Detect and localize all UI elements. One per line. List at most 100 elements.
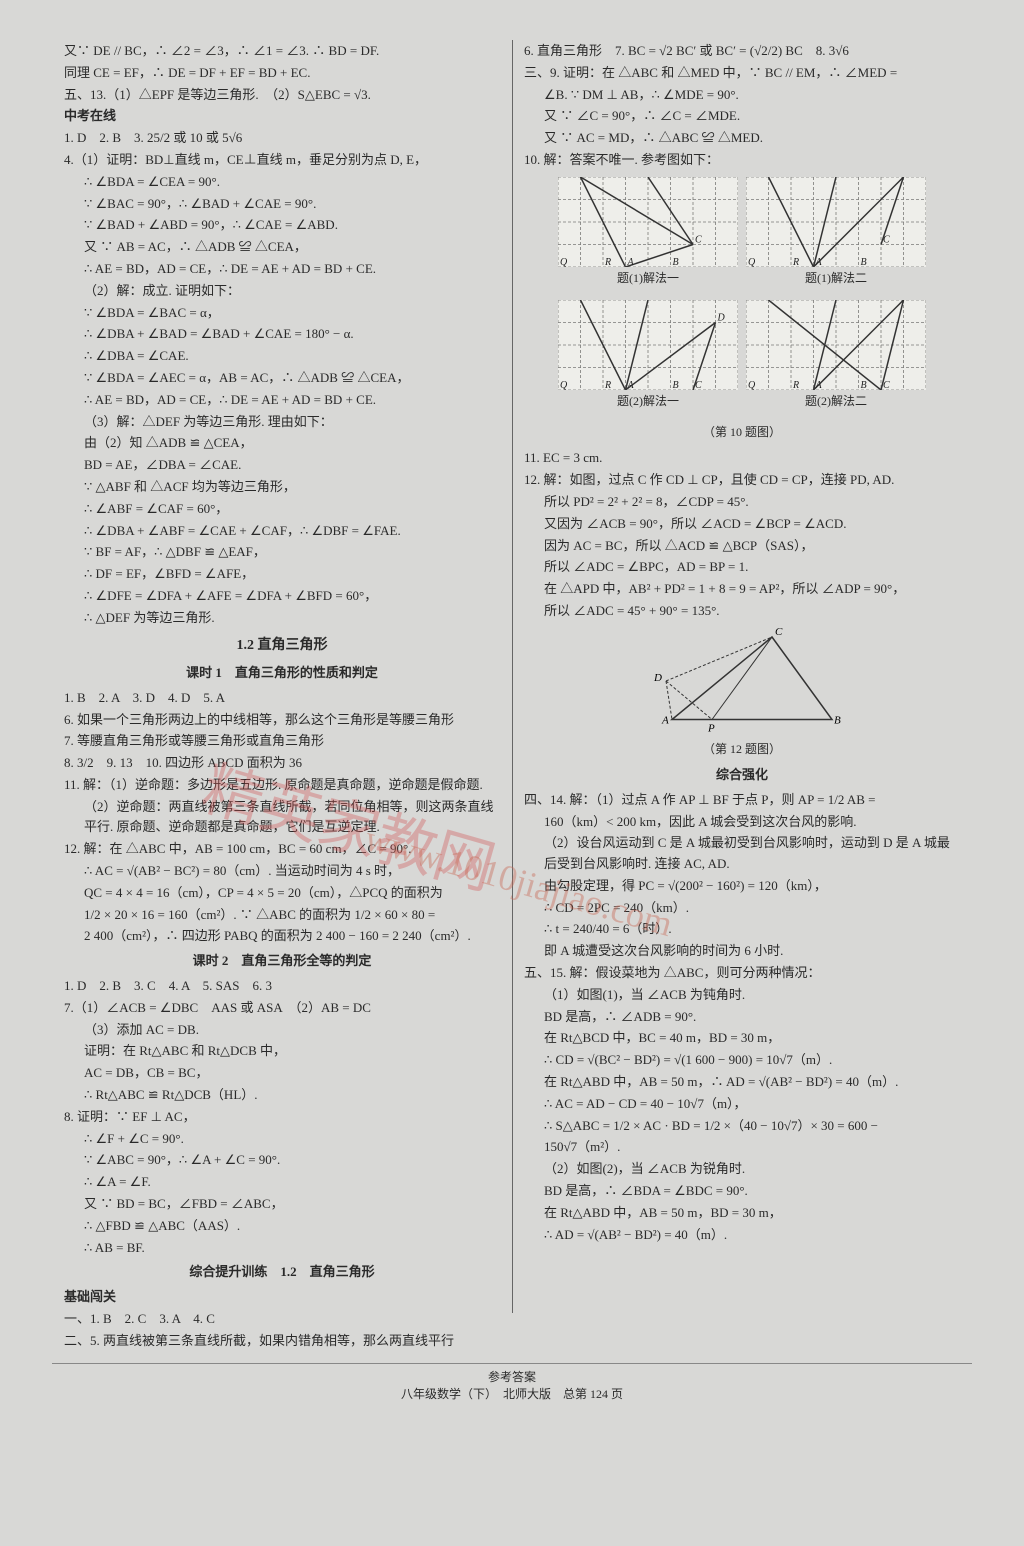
svg-text:Q: Q (560, 380, 568, 390)
svg-text:P: P (707, 722, 715, 734)
text-line: 即 A 城遭受这次台风影响的时间为 6 小时. (524, 941, 960, 962)
svg-text:B: B (834, 714, 841, 726)
text-line: ∴ AC = √(AB² − BC²) = 80（cm）. 当运动时间为 4 s… (64, 861, 500, 882)
figure-1a: PEQRABC (558, 177, 738, 267)
figure-label: 题(1)解法一 (558, 269, 738, 288)
svg-text:Q: Q (748, 380, 756, 390)
footer-info: 八年级数学（下） 北师大版 总第 124 页 (52, 1385, 972, 1402)
text-line: 10. 解：答案不唯一. 参考图如下： (524, 150, 960, 171)
svg-text:A: A (661, 714, 669, 726)
svg-text:R: R (792, 380, 799, 390)
svg-text:R: R (604, 380, 611, 390)
text-line: 12. 解：如图，过点 C 作 CD ⊥ CP，且使 CD = CP，连接 PD… (524, 470, 960, 491)
text-line: 一、1. B 2. C 3. A 4. C (64, 1309, 500, 1330)
text-line: ∴ ∠ABF = ∠CAF = 60°， (64, 499, 500, 520)
svg-text:P: P (770, 300, 777, 301)
svg-text:R: R (604, 257, 611, 267)
text-line: 又因为 ∠ACB = 90°，所以 ∠ACD = ∠BCP = ∠ACD. (524, 514, 960, 535)
text-line: ∴ △DEF 为等边三角形. (64, 608, 500, 629)
lesson-title: 课时 1 直角三角形的性质和判定 (64, 663, 500, 684)
text-line: 4.（1）证明：BD⊥直线 m，CE⊥直线 m，垂足分别为点 D, E， (64, 150, 500, 171)
text-line: 证明：在 Rt△ABC 和 Rt△DCB 中， (64, 1041, 500, 1062)
text-line: 11. EC = 3 cm. (524, 448, 960, 469)
svg-text:C: C (883, 234, 890, 245)
figure-12: APBCD (642, 626, 842, 736)
text-line: ∴ ∠BDA = ∠CEA = 90°. (64, 172, 500, 193)
section-title: 1.2 直角三角形 (64, 635, 500, 657)
svg-text:D: D (905, 177, 914, 178)
svg-text:E: E (837, 177, 844, 178)
svg-text:C: C (695, 380, 702, 390)
text-line: ∴ ∠A = ∠F. (64, 1172, 500, 1193)
text-line: ∵ ∠BAD + ∠ABD = 90°，∴ ∠CAE = ∠ABD. (64, 215, 500, 236)
page: 又∵ DE // BC，∴ ∠2 = ∠3，∴ ∠1 = ∠3. ∴ BD = … (52, 40, 972, 1353)
text-line: 五、13.（1）△EPF 是等边三角形. （2）S△EBC = √3. (64, 85, 500, 106)
text-line: ∴ △FBD ≌ △ABC（AAS）. (64, 1216, 500, 1237)
figure-label: 题(1)解法二 (746, 269, 926, 288)
text-line: 12. 解：在 △ABC 中，AB = 100 cm，BC = 60 cm，∠C… (64, 839, 500, 860)
text-line: 在 Rt△ABD 中，AB = 50 m，∴ AD = √(AB² − BD²)… (524, 1072, 960, 1093)
text-line: QC = 4 × 4 = 16（cm），CP = 4 × 5 = 20（cm），… (64, 883, 500, 904)
left-column: 又∵ DE // BC，∴ ∠2 = ∠3，∴ ∠1 = ∠3. ∴ BD = … (52, 40, 512, 1353)
text-line: 1. D 2. B 3. C 4. A 5. SAS 6. 3 (64, 976, 500, 997)
text-line: 6. 直角三角形 7. BC = √2 BC′ 或 BC′ = (√2/2) B… (524, 41, 960, 62)
text-line: ∴ ∠DBA + ∠BAD = ∠BAD + ∠CAE = 180° − α. (64, 324, 500, 345)
heading-basic: 基础闯关 (64, 1287, 500, 1308)
text-line: 7. 等腰直角三角形或等腰三角形或直角三角形 (64, 731, 500, 752)
text-line: 在 Rt△ABD 中，AB = 50 m，BD = 30 m， (524, 1203, 960, 1224)
text-line: ∴ AD = √(AB² − BD²) = 40（m）. (524, 1225, 960, 1246)
text-line: 1. D 2. B 3. 25/2 或 10 或 5√6 (64, 128, 500, 149)
text-line: ∵ ∠BDA = ∠BAC = α， (64, 303, 500, 324)
text-line: ∴ S△ABC = 1/2 × AC · BD = 1/2 ×（40 − 10√… (524, 1116, 960, 1137)
svg-text:C: C (695, 234, 702, 245)
text-line: 四、14. 解：（1）过点 A 作 AP ⊥ BF 于点 P，则 AP = 1/… (524, 790, 960, 811)
text-line: AC = DB，CB = BC， (64, 1063, 500, 1084)
svg-text:E: E (649, 177, 656, 178)
svg-text:C: C (883, 380, 890, 390)
text-line: ∴ Rt△ABC ≌ Rt△DCB（HL）. (64, 1085, 500, 1106)
svg-text:Q: Q (560, 257, 568, 267)
text-line: （2）设台风运动到 C 是 A 城最初受到台风影响时，运动到 D 是 A 城最后… (524, 833, 960, 875)
text-line: （1）如图(1)，当 ∠ACB 为钝角时. (524, 985, 960, 1006)
text-line: 又 ∵ ∠C = 90°，∴ ∠C = ∠MDE. (524, 106, 960, 127)
text-line: ∴ CD = 2PC = 240（km）. (524, 898, 960, 919)
text-line: ∴ t = 240/40 = 6（时）. (524, 919, 960, 940)
text-line: 所以 ∠ADC = ∠BPC，AD = BP = 1. (524, 557, 960, 578)
figure-2b: PEDQRABC (746, 300, 926, 390)
svg-text:B: B (673, 257, 679, 267)
text-line: 6. 如果一个三角形两边上的中线相等，那么这个三角形是等腰三角形 (64, 710, 500, 731)
text-line: 8. 3/2 9. 13 10. 四边形 ABCD 面积为 36 (64, 753, 500, 774)
svg-text:R: R (792, 257, 799, 267)
page-footer: 参考答案 八年级数学（下） 北师大版 总第 124 页 (52, 1363, 972, 1402)
text-line: ∵ ∠BDA = ∠AEC = α，AB = AC，∴ △ADB ≌ △CEA， (64, 368, 500, 389)
svg-text:C: C (775, 626, 783, 638)
text-line: ∵ ∠BAC = 90°，∴ ∠BAD + ∠CAE = 90°. (64, 194, 500, 215)
svg-text:D: D (905, 300, 914, 301)
text-line: ∵ BF = AF，∴ △DBF ≌ △EAF， (64, 542, 500, 563)
text-line: 又 ∵ AB = AC，∴ △ADB ≌ △CEA， (64, 237, 500, 258)
text-line: 1. B 2. A 3. D 4. D 5. A (64, 688, 500, 709)
svg-text:A: A (815, 257, 823, 267)
heading-zhongkao: 中考在线 (64, 106, 500, 127)
svg-text:E: E (649, 300, 656, 301)
text-line: 11. 解：（1）逆命题：多边形是五边形. 原命题是真命题，逆命题是假命题. (64, 775, 500, 796)
text-line: ∵ △ABF 和 △ACF 均为等边三角形， (64, 477, 500, 498)
svg-text:Q: Q (748, 257, 756, 267)
svg-text:P: P (582, 177, 589, 178)
text-line: ∴ AE = BD，AD = CE，∴ DE = AE + AD = BD + … (64, 259, 500, 280)
text-line: ∴ CD = √(BC² − BD²) = √(1 600 − 900) = 1… (524, 1050, 960, 1071)
text-line: 所以 ∠ADC = 45° + 90° = 135°. (524, 601, 960, 622)
text-line: 160（km）< 200 km，因此 A 城会受到这次台风的影响. (524, 812, 960, 833)
text-line: ∴ AB = BF. (64, 1238, 500, 1259)
figure-caption: （第 10 题图） (524, 423, 960, 442)
text-line: 8. 证明：∵ EF ⊥ AC， (64, 1107, 500, 1128)
text-line: ∴ ∠DBA = ∠CAE. (64, 346, 500, 367)
svg-text:E: E (837, 300, 844, 301)
text-line: 在 △APD 中，AB² + PD² = 1 + 8 = 9 = AP²，所以 … (524, 579, 960, 600)
svg-text:A: A (815, 380, 823, 390)
text-line: 三、9. 证明：在 △ABC 和 △MED 中，∵ BC // EM，∴ ∠ME… (524, 63, 960, 84)
text-line: ∴ ∠DFE = ∠DFA + ∠AFE = ∠DFA + ∠BFD = 60°… (64, 586, 500, 607)
text-line: （2）如图(2)，当 ∠ACB 为锐角时. (524, 1159, 960, 1180)
text-line: ∴ AC = AD − CD = 40 − 10√7（m）， (524, 1094, 960, 1115)
svg-text:A: A (627, 380, 635, 390)
